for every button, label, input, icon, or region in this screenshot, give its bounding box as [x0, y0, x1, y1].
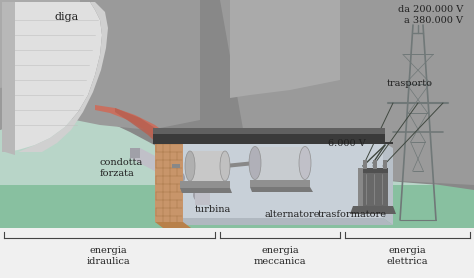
Bar [383, 160, 387, 169]
Bar [153, 128, 385, 134]
Polygon shape [225, 161, 255, 168]
Text: turbina: turbina [195, 205, 231, 214]
Polygon shape [358, 168, 363, 206]
Polygon shape [230, 0, 340, 98]
Text: energia
elettrica: energia elettrica [386, 246, 428, 266]
Polygon shape [165, 168, 200, 205]
Polygon shape [220, 0, 474, 185]
Text: trasporto: trasporto [387, 79, 433, 88]
Polygon shape [2, 2, 102, 152]
Bar [363, 160, 367, 169]
Bar [358, 168, 388, 206]
Text: 6.000 V: 6.000 V [328, 139, 366, 148]
Ellipse shape [249, 147, 261, 180]
Polygon shape [172, 164, 180, 168]
Polygon shape [180, 188, 232, 193]
Polygon shape [2, 2, 15, 155]
Bar [153, 132, 385, 144]
Polygon shape [115, 108, 190, 178]
Text: energia
idraulica: energia idraulica [86, 246, 130, 266]
Polygon shape [95, 105, 182, 165]
Polygon shape [158, 132, 195, 182]
Polygon shape [255, 147, 305, 180]
Polygon shape [130, 148, 178, 178]
Polygon shape [190, 151, 225, 181]
Text: diga: diga [55, 12, 79, 22]
Circle shape [171, 171, 185, 185]
Text: da 200.000 V
a 380.000 V: da 200.000 V a 380.000 V [398, 5, 463, 25]
Polygon shape [18, 2, 108, 152]
Text: energia
meccanica: energia meccanica [254, 246, 306, 266]
Polygon shape [155, 222, 191, 228]
Polygon shape [0, 185, 474, 228]
Polygon shape [195, 190, 210, 205]
Circle shape [193, 188, 207, 202]
Polygon shape [250, 187, 313, 192]
Bar [155, 142, 393, 144]
Polygon shape [0, 0, 200, 130]
Text: condotta
forzata: condotta forzata [100, 158, 143, 178]
Text: alternatore: alternatore [265, 210, 320, 219]
Polygon shape [155, 142, 183, 222]
Polygon shape [250, 180, 310, 187]
Bar [373, 160, 377, 169]
Polygon shape [0, 0, 80, 88]
Polygon shape [183, 218, 393, 225]
Bar [358, 168, 388, 173]
Polygon shape [130, 148, 140, 158]
Polygon shape [0, 0, 474, 190]
Polygon shape [180, 181, 230, 188]
Polygon shape [183, 142, 383, 218]
Ellipse shape [220, 151, 230, 181]
Text: trasformatore: trasformatore [318, 210, 386, 219]
Bar [0, 228, 474, 278]
Polygon shape [383, 142, 393, 225]
Ellipse shape [299, 147, 311, 180]
Ellipse shape [185, 151, 195, 181]
Polygon shape [350, 206, 396, 214]
